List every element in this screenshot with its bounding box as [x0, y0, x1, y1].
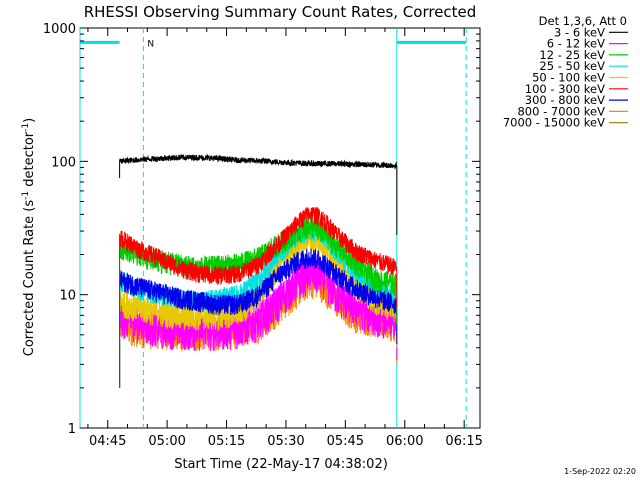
series-line — [119, 248, 398, 388]
series-line — [119, 153, 398, 236]
legend-label: 800 - 7000 keV — [517, 104, 605, 118]
plot-area: N 1 10 100 1000 04:45 05:00 05:15 05:30 05:45 06:0… — [43, 22, 483, 449]
x-tick-label: 06:00 — [386, 434, 423, 449]
x-tick-label: 05:45 — [327, 434, 364, 449]
y-tick-label: 1 — [68, 422, 76, 437]
y-axis-label-part: Corrected Count Rate (s — [22, 200, 37, 357]
legend-label: 12 - 25 keV — [539, 48, 605, 62]
legend-label: 25 - 50 keV — [539, 59, 605, 73]
y-tick-label: 10 — [59, 289, 76, 304]
legend-label: 3 - 6 keV — [554, 25, 605, 39]
legend-label: 50 - 100 keV — [532, 71, 605, 85]
y-axis-label-part: detector — [22, 131, 37, 191]
legend-label: 100 - 300 keV — [525, 82, 605, 96]
y-axis-label-exponent: -1 — [21, 123, 31, 132]
footer-date: 1-Sep-2022 02:20 — [564, 467, 636, 476]
series-line — [119, 206, 398, 388]
x-tick-label: 05:15 — [208, 434, 245, 449]
legend-header: Det 1,3,6, Att 0 — [539, 14, 627, 28]
chart-title: RHESSI Observing Summary Count Rates, Co… — [84, 3, 477, 21]
legend-label: 300 - 800 keV — [525, 93, 605, 107]
y-axis-label-part: ) — [22, 118, 37, 123]
y-axis-label: Corrected Count Rate (s-1 detector-1) — [21, 118, 37, 356]
x-tick-label: 04:45 — [89, 434, 126, 449]
y-axis-label-exponent: -1 — [21, 191, 31, 200]
legend-label: 7000 - 15000 keV — [503, 116, 605, 130]
y-tick-label: 1000 — [43, 22, 76, 37]
legend-label: 6 - 12 keV — [547, 37, 605, 51]
x-tick-label: 05:00 — [148, 434, 185, 449]
x-tick-label: 05:30 — [267, 434, 304, 449]
x-axis-label: Start Time (22-May-17 04:38:02) — [174, 457, 388, 472]
y-tick-label: 100 — [51, 155, 76, 170]
x-tick-label: 06:15 — [445, 434, 482, 449]
night-marker-label: N — [147, 39, 154, 49]
plot-frame — [79, 27, 481, 429]
